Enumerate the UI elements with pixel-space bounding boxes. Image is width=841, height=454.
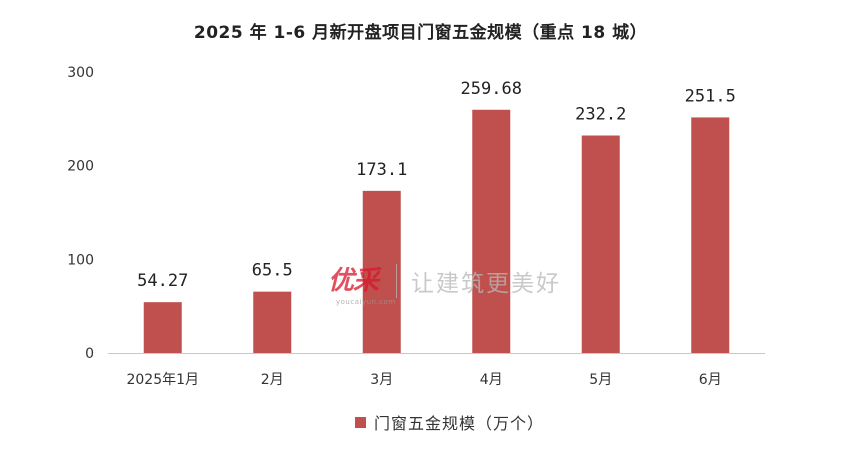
legend: 门窗五金规模（万个） <box>355 410 544 434</box>
data-label: 54.27 <box>137 271 188 291</box>
watermark-slogan: 让建筑更美好 <box>411 271 562 297</box>
x-tick-label: 2025年1月 <box>126 372 199 388</box>
data-label: 65.5 <box>252 261 293 281</box>
y-tick-label: 200 <box>67 159 94 175</box>
legend-label: 门窗五金规模（万个） <box>374 414 545 433</box>
y-tick-label: 0 <box>85 346 94 362</box>
bar-series <box>143 109 730 353</box>
bar <box>143 302 182 353</box>
chart-title: 2025 年 1-6 月新开盘项目门窗五金规模（重点 18 城） <box>193 23 648 43</box>
legend-swatch <box>355 416 366 428</box>
y-tick-label: 300 <box>67 65 94 81</box>
bar <box>362 190 401 353</box>
x-tick-label: 2月 <box>261 372 284 388</box>
bar <box>691 117 730 353</box>
x-tick-label: 4月 <box>480 372 503 388</box>
x-tick-label: 6月 <box>699 372 722 388</box>
x-axis-ticks: 2025年1月 2月 3月 4月 5月 6月 <box>126 372 721 388</box>
y-axis-ticks: 0 100 200 300 <box>67 65 94 362</box>
data-label: 173.1 <box>356 160 407 180</box>
watermark-site: youcaiyun.com <box>336 298 396 306</box>
y-tick-label: 100 <box>67 252 94 268</box>
watermark: 优采 youcaiyun.com 让建筑更美好 <box>328 264 562 306</box>
x-tick-label: 5月 <box>589 372 612 388</box>
bar <box>472 109 511 353</box>
bar <box>581 135 620 353</box>
watermark-divider <box>396 264 398 298</box>
bar <box>253 291 292 353</box>
data-labels: 54.27 65.5 173.1 259.68 232.2 251.5 <box>137 79 736 291</box>
x-tick-label: 3月 <box>370 372 393 388</box>
watermark-logo: 优采 <box>328 266 379 296</box>
data-label: 251.5 <box>685 86 736 106</box>
data-label: 232.2 <box>575 105 626 125</box>
data-label: 259.68 <box>461 79 522 99</box>
